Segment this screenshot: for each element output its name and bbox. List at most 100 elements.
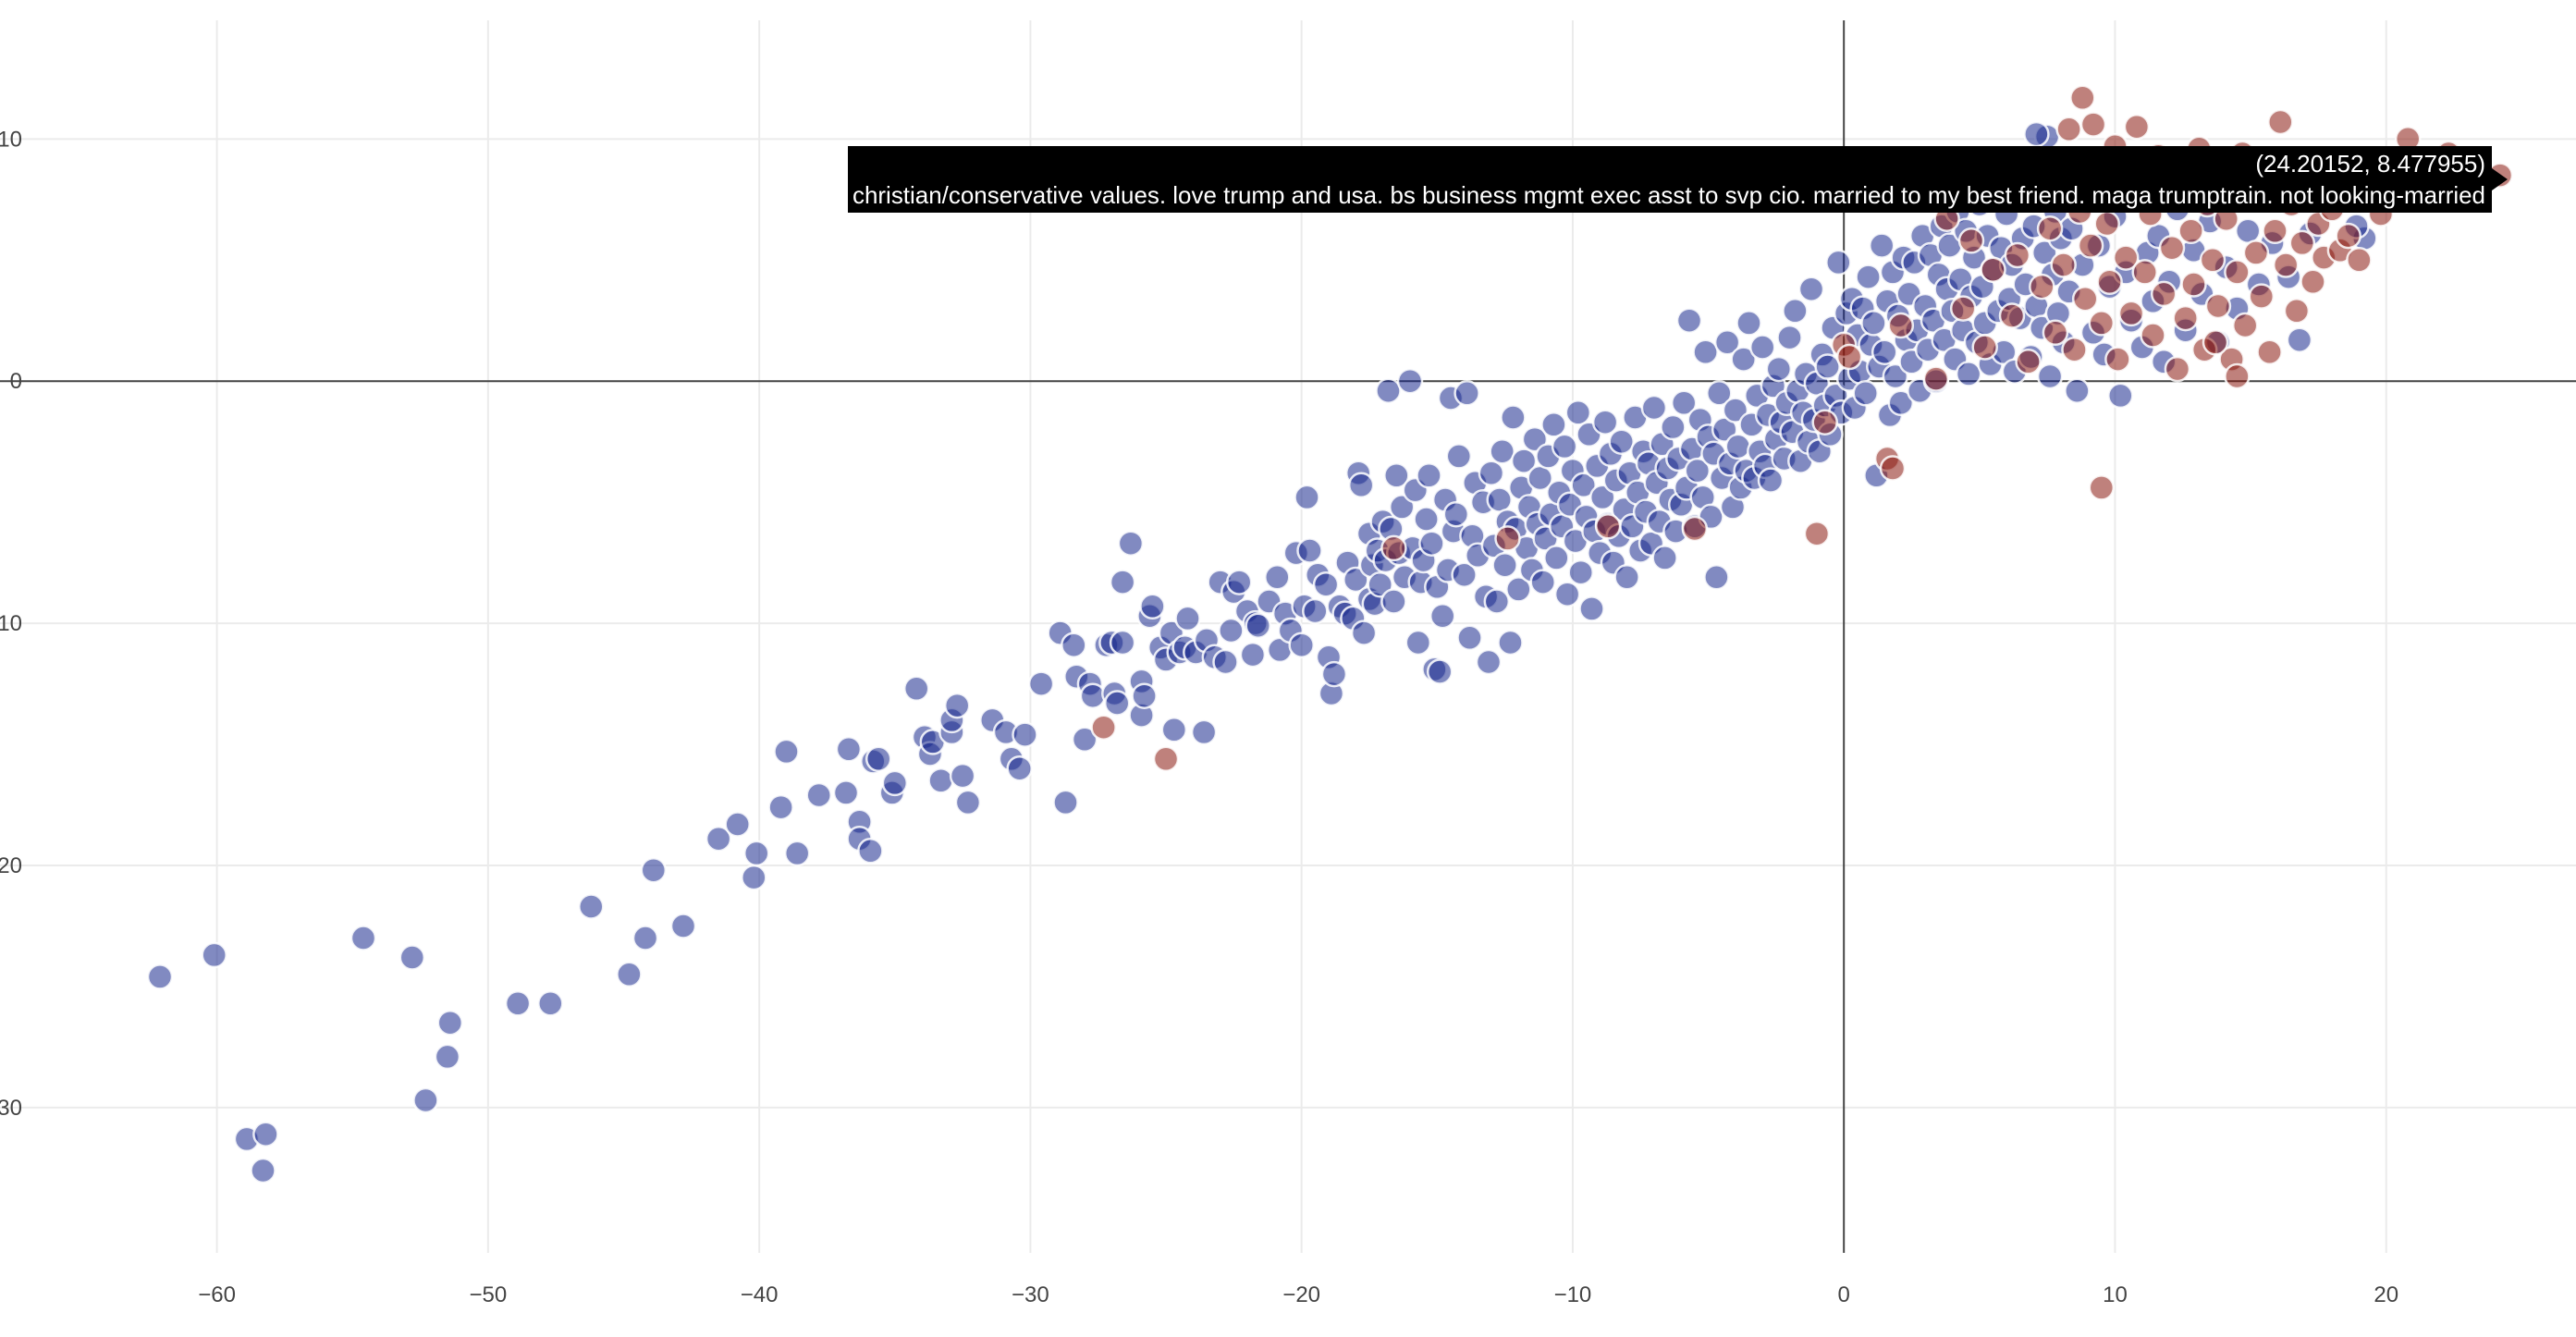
- data-point-blue: [1006, 754, 1033, 782]
- data-point-blue: [1724, 433, 1752, 460]
- data-point-red: [2069, 84, 2096, 112]
- data-point-red: [2093, 210, 2120, 238]
- data-point-blue: [1529, 569, 1556, 595]
- data-point-blue: [1294, 484, 1320, 511]
- data-point-blue: [835, 736, 863, 763]
- data-point-red: [2288, 229, 2316, 257]
- data-point-blue: [2107, 382, 2134, 410]
- data-point-blue: [1245, 612, 1271, 639]
- data-point-blue: [1012, 721, 1038, 748]
- data-point-blue: [1320, 660, 1348, 688]
- data-point-blue: [1797, 276, 1825, 302]
- data-point-red: [2177, 217, 2204, 245]
- data-point-red: [2050, 251, 2077, 278]
- data-point-red: [1835, 343, 1863, 371]
- data-point-blue: [1782, 298, 1809, 325]
- data-point-blue: [832, 779, 860, 806]
- data-point-red: [2164, 355, 2191, 383]
- hover-description: christian/conservative values. love trum…: [853, 181, 2485, 209]
- data-point-red: [2204, 292, 2232, 320]
- x-tick-label: −50: [470, 1282, 508, 1307]
- data-point-blue: [1343, 566, 1369, 594]
- data-point-blue: [1451, 561, 1478, 588]
- data-point-blue: [742, 840, 770, 867]
- data-point-blue: [1264, 564, 1291, 591]
- data-point-blue: [1375, 377, 1402, 404]
- hover-pointer: [2492, 168, 2508, 190]
- data-point-blue: [1540, 411, 1567, 438]
- data-point-blue: [1868, 232, 1895, 259]
- data-point-red: [2283, 298, 2311, 325]
- data-point-red: [2088, 310, 2116, 337]
- data-point-blue: [1505, 576, 1532, 603]
- data-point-red: [1681, 515, 1709, 543]
- data-point-blue: [1483, 588, 1511, 615]
- data-point-red: [1879, 455, 1907, 482]
- data-point-red: [2015, 349, 2042, 375]
- data-point-red: [2117, 300, 2145, 327]
- hover-coordinates: (24.20152, 8.477955): [2255, 150, 2485, 178]
- data-point-blue: [1079, 682, 1107, 709]
- data-point-red: [1949, 295, 1977, 322]
- data-point-red: [2346, 247, 2373, 274]
- data-point-red: [2150, 280, 2177, 308]
- data-point-blue: [1825, 249, 1852, 276]
- data-point-blue: [1591, 409, 1619, 435]
- data-point-blue: [412, 1086, 439, 1114]
- y-axis-ticks: 10 0 10 20 30: [0, 127, 22, 1121]
- data-point-blue: [1730, 346, 1757, 373]
- data-point-blue: [902, 675, 930, 703]
- data-point-blue: [773, 738, 800, 766]
- data-point-blue: [1350, 619, 1378, 646]
- data-point-red: [1380, 534, 1407, 562]
- data-point-blue: [146, 963, 174, 990]
- data-point-blue: [1212, 648, 1239, 676]
- data-point-red: [2077, 232, 2104, 259]
- data-point-blue: [1553, 581, 1581, 607]
- data-point-blue: [537, 990, 564, 1017]
- data-point-blue: [1543, 545, 1570, 571]
- data-point-blue: [1567, 558, 1594, 586]
- x-tick-label: −10: [1554, 1282, 1592, 1307]
- data-point-blue: [1564, 399, 1592, 426]
- data-point-blue: [1589, 484, 1616, 511]
- data-point-blue: [1852, 380, 1879, 407]
- data-point-blue: [1052, 789, 1079, 816]
- data-point-red: [2256, 338, 2283, 366]
- data-point-blue: [1640, 394, 1668, 422]
- data-point-blue: [805, 781, 832, 809]
- data-point-blue: [1456, 624, 1483, 652]
- data-point-blue: [1190, 718, 1218, 746]
- data-point-blue: [1071, 726, 1098, 754]
- data-point-blue: [857, 838, 884, 865]
- data-point-blue: [1713, 329, 1741, 356]
- data-point-blue: [741, 864, 767, 891]
- data-point-red: [2140, 322, 2166, 349]
- data-point-blue: [1570, 472, 1597, 499]
- data-point-blue: [252, 1121, 279, 1147]
- data-point-red: [2104, 346, 2131, 373]
- data-point-blue: [1418, 530, 1445, 557]
- x-tick-label: −30: [1012, 1282, 1049, 1307]
- data-point-blue: [1347, 472, 1375, 499]
- data-point-blue: [1413, 506, 1440, 533]
- x-axis-ticks: −60 −50 −40 −30 −20 −10 0 10 20: [198, 1282, 2398, 1307]
- data-point-blue: [2023, 120, 2050, 148]
- data-point-blue: [1239, 641, 1267, 668]
- data-point-blue: [1855, 264, 1882, 290]
- data-point-blue: [1109, 569, 1136, 595]
- data-point-red: [2088, 474, 2116, 501]
- data-point-red: [2123, 113, 2151, 141]
- data-point-blue: [1684, 457, 1711, 485]
- data-point-blue: [1312, 570, 1340, 598]
- data-point-red: [2224, 362, 2251, 390]
- data-point-blue: [1405, 629, 1432, 656]
- hover-tooltip: (24.20152, 8.477955) christian/conservat…: [848, 146, 2508, 213]
- data-point-blue: [1882, 362, 1909, 390]
- data-point-blue: [767, 793, 794, 821]
- data-point-blue: [881, 769, 909, 797]
- data-point-red: [2055, 116, 2082, 143]
- data-point-blue: [1380, 588, 1407, 615]
- data-point-blue: [943, 692, 971, 719]
- data-point-blue: [1748, 334, 1776, 361]
